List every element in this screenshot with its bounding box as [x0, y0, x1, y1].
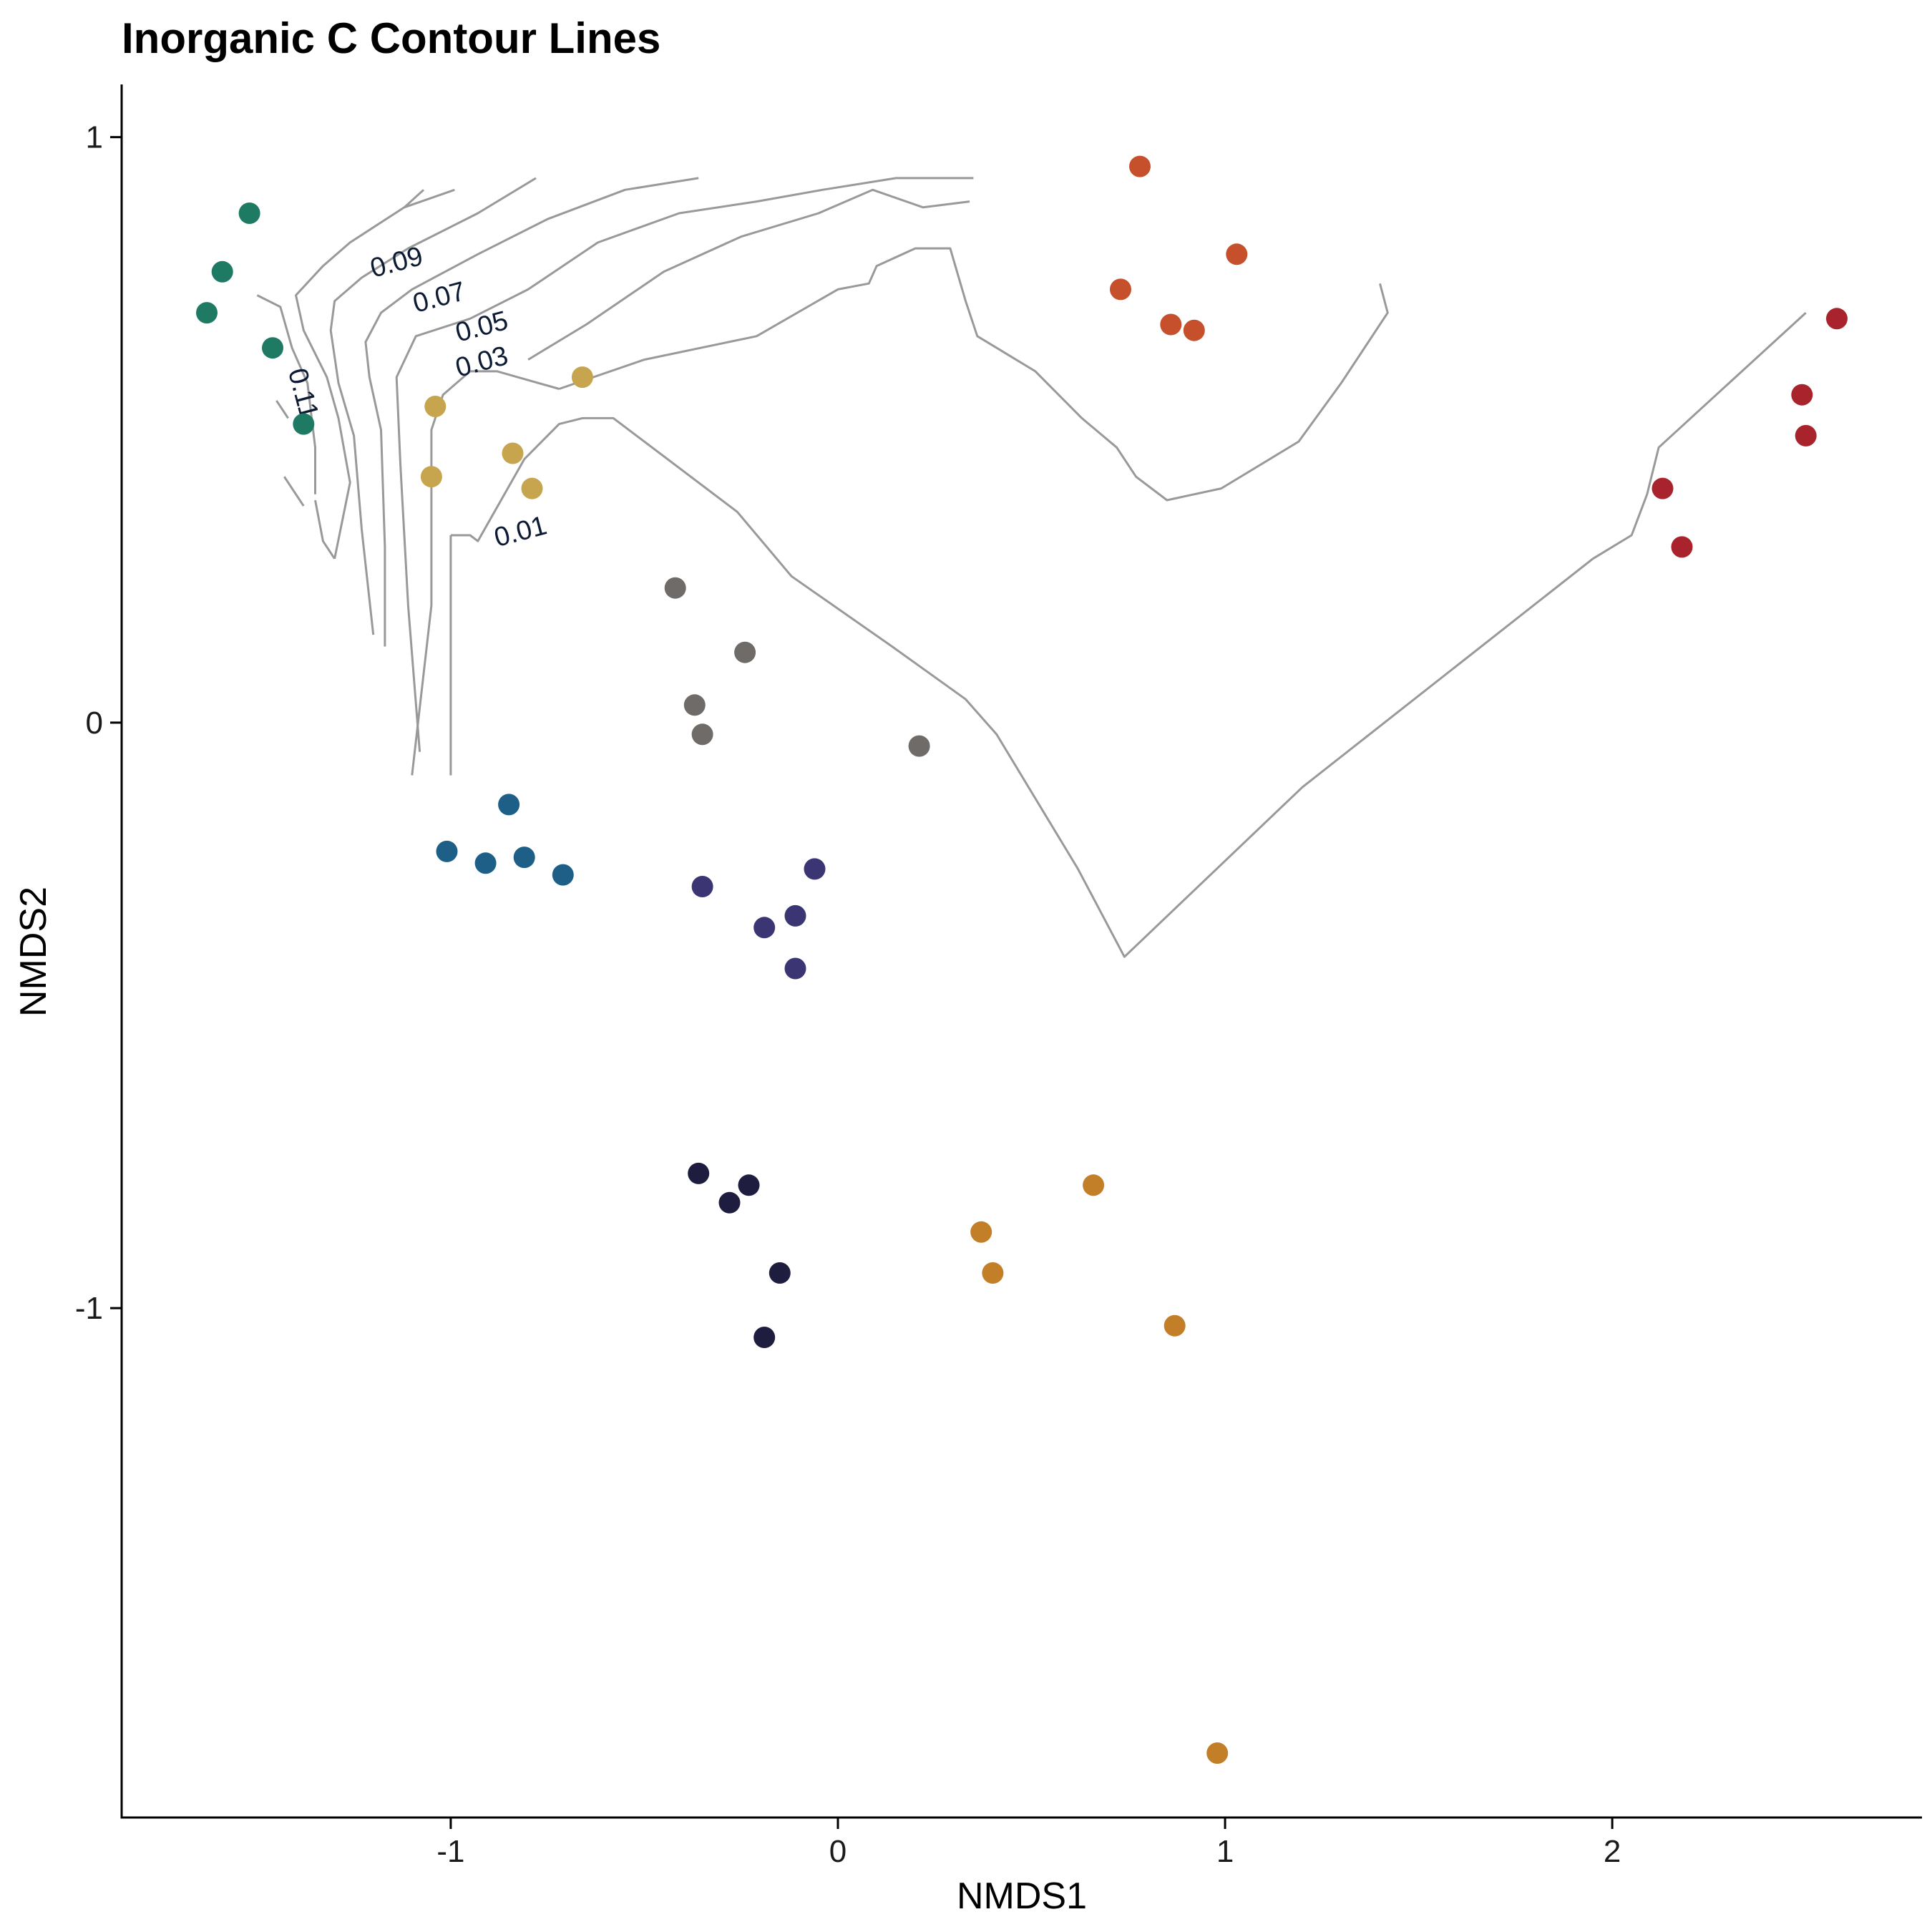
data-point-g1-1: [238, 203, 260, 224]
data-point-g8-5: [1183, 319, 1205, 341]
data-point-g3-1: [664, 577, 686, 599]
data-point-g5-3: [784, 904, 806, 927]
contour-lines: [256, 177, 1807, 958]
data-point-g8-4: [1160, 313, 1182, 336]
contour-line-0-03-3: [411, 370, 560, 776]
contour-line-0-05-5: [395, 177, 974, 752]
data-point-g9-3: [1795, 424, 1817, 447]
data-point-g5-5: [784, 957, 806, 980]
contour-line-0-09-7: [329, 177, 537, 635]
data-point-g6-5: [753, 1327, 776, 1348]
data-point-g4-2: [436, 840, 458, 862]
data-point-g4-3: [474, 852, 497, 874]
data-point-g5-1: [804, 858, 826, 880]
y-axis-title: NMDS2: [13, 887, 54, 1017]
y-tick-label: -1: [75, 1291, 103, 1326]
chart-title: Inorganic C Contour Lines: [122, 14, 660, 62]
data-point-g2-3: [502, 442, 524, 464]
x-tick-label: 1: [1216, 1834, 1234, 1869]
contour-labels: 0.090.070.050.030.010.11: [282, 241, 550, 553]
data-point-g4-1: [498, 794, 520, 816]
contour-label-0-01: 0.01: [491, 510, 550, 553]
x-tick-label: -1: [436, 1834, 464, 1869]
data-point-g7-1: [1083, 1174, 1105, 1196]
contour-label-0-07: 0.07: [410, 276, 469, 319]
y-tick-label: 0: [86, 706, 103, 741]
contour-line-0-01-2: [558, 247, 1389, 502]
data-point-g6-4: [769, 1262, 791, 1284]
data-point-g3-4: [691, 723, 713, 746]
data-point-g9-5: [1671, 536, 1693, 558]
data-point-g6-1: [688, 1162, 710, 1184]
data-point-g9-2: [1791, 384, 1813, 406]
x-tick-label: 2: [1604, 1834, 1621, 1869]
contour-line-0-11-8: [295, 188, 455, 560]
data-point-g4-5: [552, 864, 574, 886]
data-point-g7-2: [970, 1221, 992, 1243]
x-tick-label: 0: [829, 1834, 847, 1869]
data-point-g8-3: [1110, 278, 1131, 301]
contour-line-0-11-9: [283, 476, 305, 507]
x-axis-ticks: -1 0 1 2: [436, 1818, 1621, 1869]
data-point-g7-3: [982, 1262, 1004, 1284]
contour-line-0-03-4: [527, 188, 970, 361]
data-point-g3-2: [734, 641, 756, 663]
contour-line-0-11-11: [275, 400, 289, 419]
data-point-g8-1: [1129, 155, 1151, 177]
data-point-g3-5: [908, 735, 930, 757]
contour-line-0-11-12: [314, 499, 336, 560]
contour-label-0-09: 0.09: [367, 241, 426, 284]
data-point-g5-4: [753, 917, 776, 939]
data-point-g4-4: [513, 847, 535, 869]
y-tick-label: 1: [86, 120, 103, 155]
x-axis-title: NMDS1: [957, 1875, 1087, 1917]
data-point-g8-2: [1226, 243, 1248, 265]
contour-line-0-11-10: [256, 294, 316, 494]
data-point-g2-4: [420, 466, 442, 488]
data-point-g1-3: [196, 302, 218, 324]
data-point-g5-2: [691, 876, 713, 897]
data-points: [196, 155, 1848, 1764]
data-point-g9-1: [1826, 308, 1848, 330]
data-point-g2-5: [521, 477, 543, 499]
data-point-g1-5: [293, 413, 315, 435]
data-point-g1-4: [262, 337, 283, 359]
contour-line-0-01-0: [450, 311, 1807, 958]
data-point-g3-3: [683, 694, 706, 716]
data-point-g6-3: [718, 1191, 741, 1214]
data-point-g7-5: [1206, 1742, 1229, 1764]
contour-line-0-09-13: [403, 189, 425, 208]
data-point-g9-4: [1652, 477, 1674, 499]
data-point-g2-1: [571, 366, 593, 389]
y-axis-ticks: -1 0 1: [75, 120, 122, 1326]
data-point-g2-2: [424, 396, 447, 417]
data-point-g6-2: [738, 1174, 760, 1196]
data-point-g7-4: [1163, 1314, 1186, 1337]
contour-line-0-07-6: [364, 177, 699, 647]
data-point-g1-2: [211, 260, 233, 283]
